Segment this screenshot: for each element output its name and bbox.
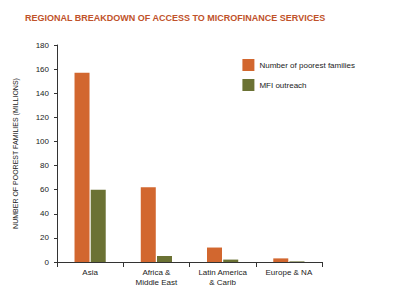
svg-text:140: 140 [36,89,50,98]
svg-text:80: 80 [40,161,49,170]
svg-text:20: 20 [40,233,49,242]
svg-text:180: 180 [36,41,50,50]
svg-text:NUMBER OF POOREST FAMILIES (MI: NUMBER OF POOREST FAMILIES (MILLIONS) [12,78,20,229]
svg-text:& Carib: & Carib [209,278,236,287]
svg-text:Africa &: Africa & [142,268,171,277]
svg-text:0: 0 [45,258,50,267]
svg-text:Number of poorest families: Number of poorest families [259,61,355,70]
svg-text:160: 160 [36,65,50,74]
svg-text:Latin America: Latin America [198,268,247,277]
svg-text:Middle East: Middle East [135,278,178,287]
svg-text:Asia: Asia [82,268,98,277]
svg-text:120: 120 [36,113,50,122]
svg-text:MFI outreach: MFI outreach [259,81,306,90]
svg-text:100: 100 [36,137,50,146]
svg-text:REGIONAL BREAKDOWN OF ACCESS T: REGIONAL BREAKDOWN OF ACCESS TO MICROFIN… [25,13,325,23]
svg-text:60: 60 [40,185,49,194]
svg-text:40: 40 [40,209,49,218]
svg-text:Europe & NA: Europe & NA [266,268,313,277]
